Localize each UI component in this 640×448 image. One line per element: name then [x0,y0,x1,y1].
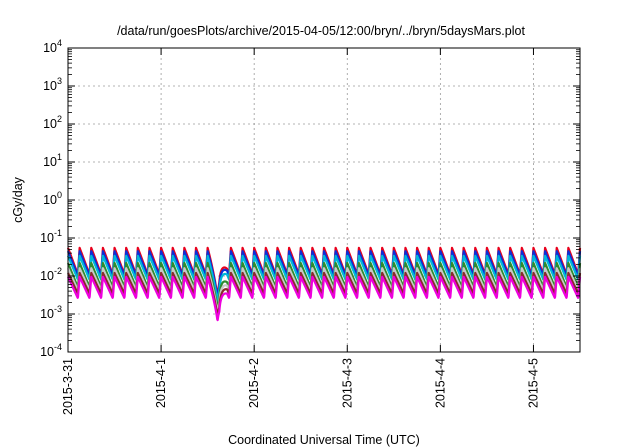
y-tick-label: 102 [43,114,62,131]
y-tick-label: 104 [43,38,62,55]
ticks [67,47,580,353]
y-axis-label: cGy/day [11,176,25,223]
series-line-3 [66,254,582,303]
x-tick-labels: 2015-3-31 2015-4-1 2015-4-2 2015-4-3 2015-4-… [61,358,540,415]
series-line-4 [66,261,582,311]
y-tick-labels: 10-4 10-3 10-2 10-1 100 101 102 103 104 [40,38,62,359]
y-tick-label: 103 [43,76,62,93]
x-tick-label: 2015-4-3 [340,358,354,408]
x-tick-label: 2015-4-5 [526,358,540,408]
series-line-2 [66,250,582,299]
x-tick-label: 2015-4-1 [154,358,168,408]
series-layer [66,246,582,322]
y-tick-label: 10-1 [40,228,62,245]
x-tick-label: 2015-4-2 [247,358,261,408]
series-line-6 [67,271,582,317]
x-axis-label: Coordinated Universal Time (UTC) [228,433,420,447]
y-tick-label: 10-2 [40,266,62,283]
series-line-5 [66,267,582,314]
y-tick-label: 101 [43,152,62,169]
x-tick-label: 2015-4-4 [433,358,447,408]
x-tick-label: 2015-3-31 [61,358,75,415]
y-tick-label: 10-4 [40,342,62,359]
y-tick-label: 100 [43,190,62,207]
series-line-7 [66,275,582,322]
grid-lines [68,48,580,352]
chart-title: /data/run/goesPlots/archive/2015-04-05/1… [117,24,525,38]
y-tick-label: 10-3 [40,304,62,321]
